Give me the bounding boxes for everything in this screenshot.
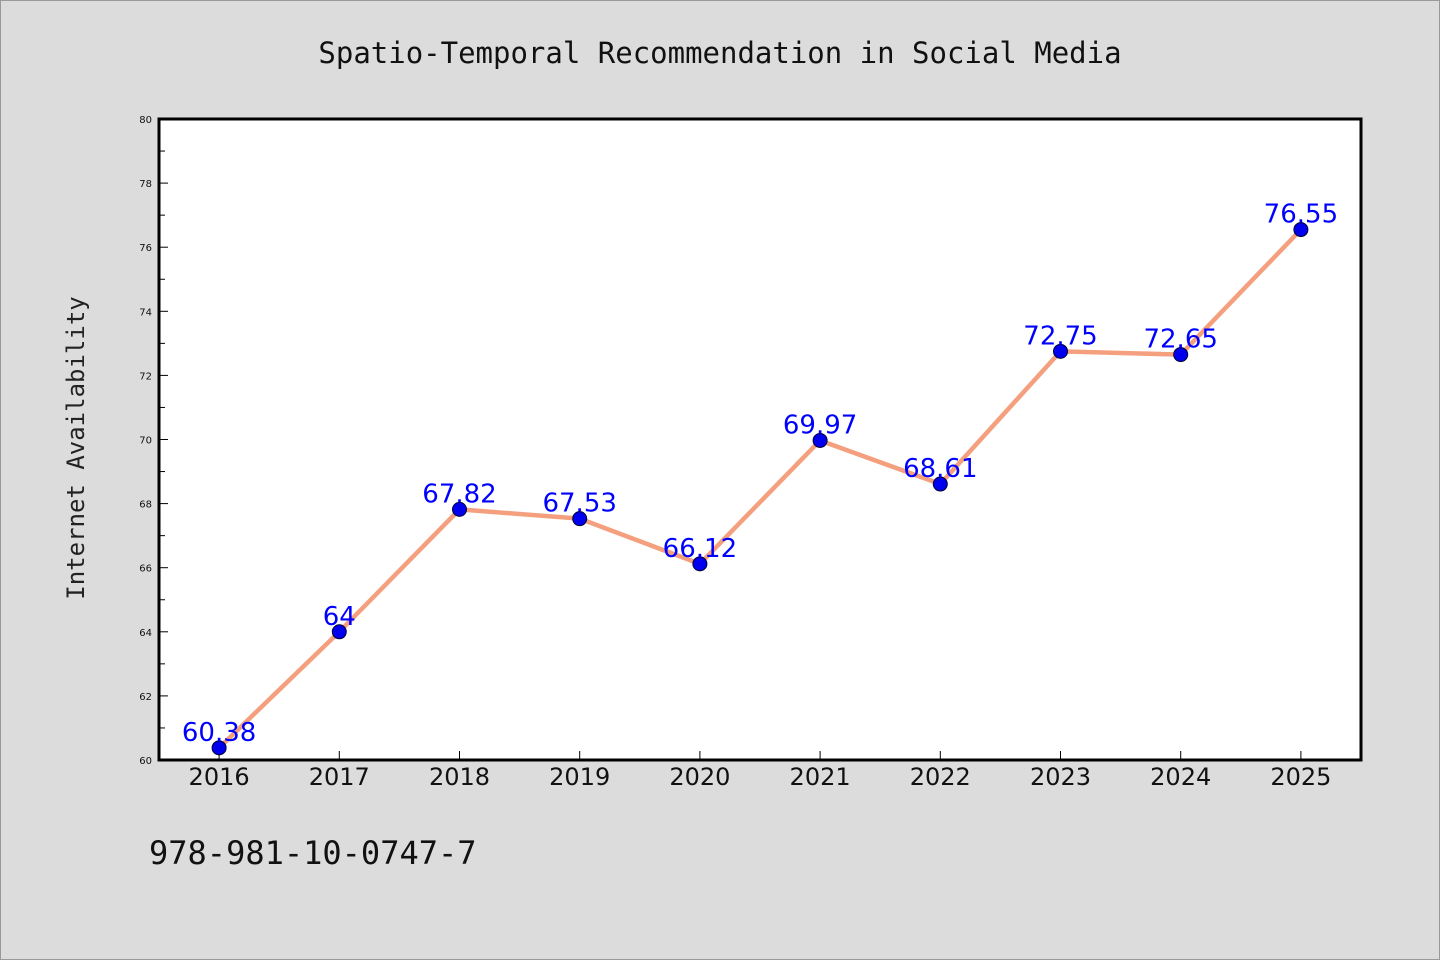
chart-title: Spatio-Temporal Recommendation in Social… [318, 36, 1121, 70]
y-tick-label: 62 [139, 692, 152, 703]
data-label: 60.38 [182, 718, 256, 748]
data-point [932, 476, 948, 492]
data-label: 67.82 [422, 479, 496, 509]
x-axis: 2016 2017 2018 2019 2020 2021 2022 2023 2024 2025 [189, 751, 1331, 791]
data-point [1293, 222, 1309, 238]
series-markers [211, 222, 1309, 756]
x-tick-label: 2020 [669, 763, 730, 791]
data-point [812, 432, 828, 448]
data-labels: 60.38 64 67.82 67.53 66.12 69.97 68.61 72.75 72.… [182, 200, 1338, 748]
y-tick-label: 80 [139, 115, 152, 126]
data-point [331, 624, 347, 640]
y-tick-label: 66 [139, 564, 152, 575]
series-line [216, 227, 1304, 751]
y-tick-label: 72 [139, 371, 152, 382]
data-label: 69.97 [783, 410, 857, 440]
data-label: 66.12 [663, 534, 737, 564]
x-tick-label: 2023 [1030, 763, 1091, 791]
data-point [572, 511, 588, 527]
x-tick-label: 2018 [429, 763, 490, 791]
y-tick-label: 76 [139, 243, 152, 254]
y-tick-label: 74 [139, 307, 152, 318]
y-tick-label: 78 [139, 179, 152, 190]
y-tick-label: 68 [139, 500, 152, 511]
data-point [211, 740, 227, 756]
plot-area [159, 119, 1361, 760]
data-label: 68.61 [903, 454, 977, 484]
x-tick-label: 2017 [309, 763, 370, 791]
data-label: 67.53 [542, 489, 616, 519]
data-label: 72.65 [1143, 325, 1217, 355]
x-tick-label: 2025 [1270, 763, 1331, 791]
x-tick-label: 2016 [189, 763, 250, 791]
data-point [1173, 347, 1189, 363]
y-tick-label: 70 [139, 436, 152, 447]
x-tick-label: 2019 [549, 763, 610, 791]
y-tick-label: 64 [139, 628, 152, 639]
plot-frame [157, 117, 1363, 762]
x-tick-label: 2024 [1150, 763, 1211, 791]
y-axis-label: Internet Availability [62, 296, 90, 599]
data-label: 72.75 [1023, 321, 1097, 351]
x-tick-label: 2022 [910, 763, 971, 791]
data-label: 64 [323, 602, 356, 632]
data-point [1053, 343, 1068, 359]
data-point [692, 556, 708, 572]
isbn-text: 978-981-10-0747-7 [149, 834, 477, 872]
data-point [452, 501, 467, 517]
x-tick-label: 2021 [790, 763, 851, 791]
data-label: 76.55 [1264, 200, 1338, 230]
y-axis: 60 62 64 66 68 70 72 74 76 78 80 [139, 115, 168, 767]
y-tick-label: 60 [139, 756, 152, 767]
